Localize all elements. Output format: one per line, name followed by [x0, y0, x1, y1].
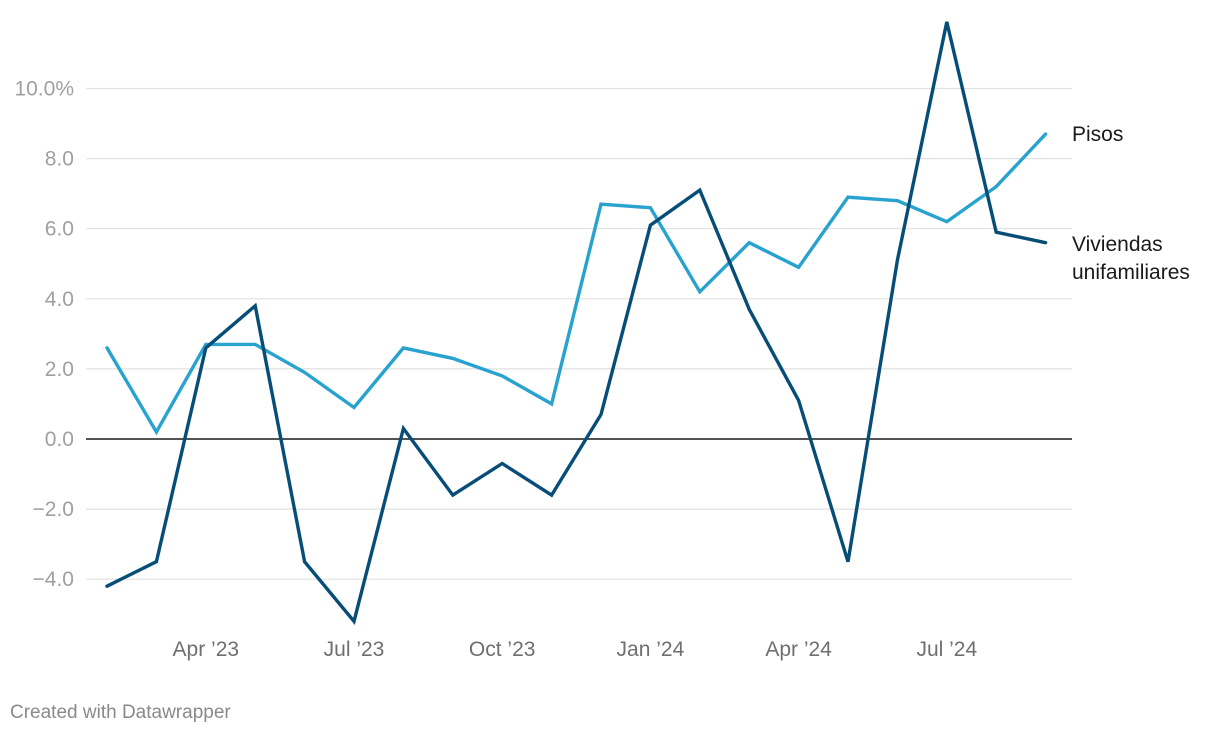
y-tick-label: 0.0	[45, 428, 74, 451]
series-line-pisos	[105, 132, 1048, 436]
footer-credit: Created with Datawrapper	[10, 702, 231, 723]
y-tick-label: 6.0	[45, 218, 74, 241]
y-tick-label: 10.0%	[14, 78, 74, 101]
x-tick-label: Jan ’24	[617, 638, 685, 661]
x-tick-label: Oct ’23	[469, 638, 536, 661]
x-tick-label: Apr ’23	[173, 638, 240, 661]
x-tick-label: Apr ’24	[765, 638, 832, 661]
x-tick-label: Jul ’24	[916, 638, 977, 661]
y-tick-label: −2.0	[33, 498, 74, 521]
series-label-viviendas-unifamiliares: Viviendas	[1072, 233, 1163, 256]
y-tick-label: −4.0	[33, 568, 74, 591]
series-label-viviendas-unifamiliares: unifamiliares	[1072, 261, 1190, 284]
line-chart: 10.0% 8.0 6.0 4.0 2.0 0.0 −2.0 −4.0 Apr ’23 Jul ’…	[14, 21, 1190, 661]
series-label-pisos: Pisos	[1072, 123, 1123, 146]
series-line-viviendas-unifamiliares	[105, 21, 1048, 625]
y-tick-label: 4.0	[45, 288, 74, 311]
y-tick-label: 8.0	[45, 148, 74, 171]
x-tick-label: Jul ’23	[324, 638, 385, 661]
y-tick-label: 2.0	[45, 358, 74, 381]
